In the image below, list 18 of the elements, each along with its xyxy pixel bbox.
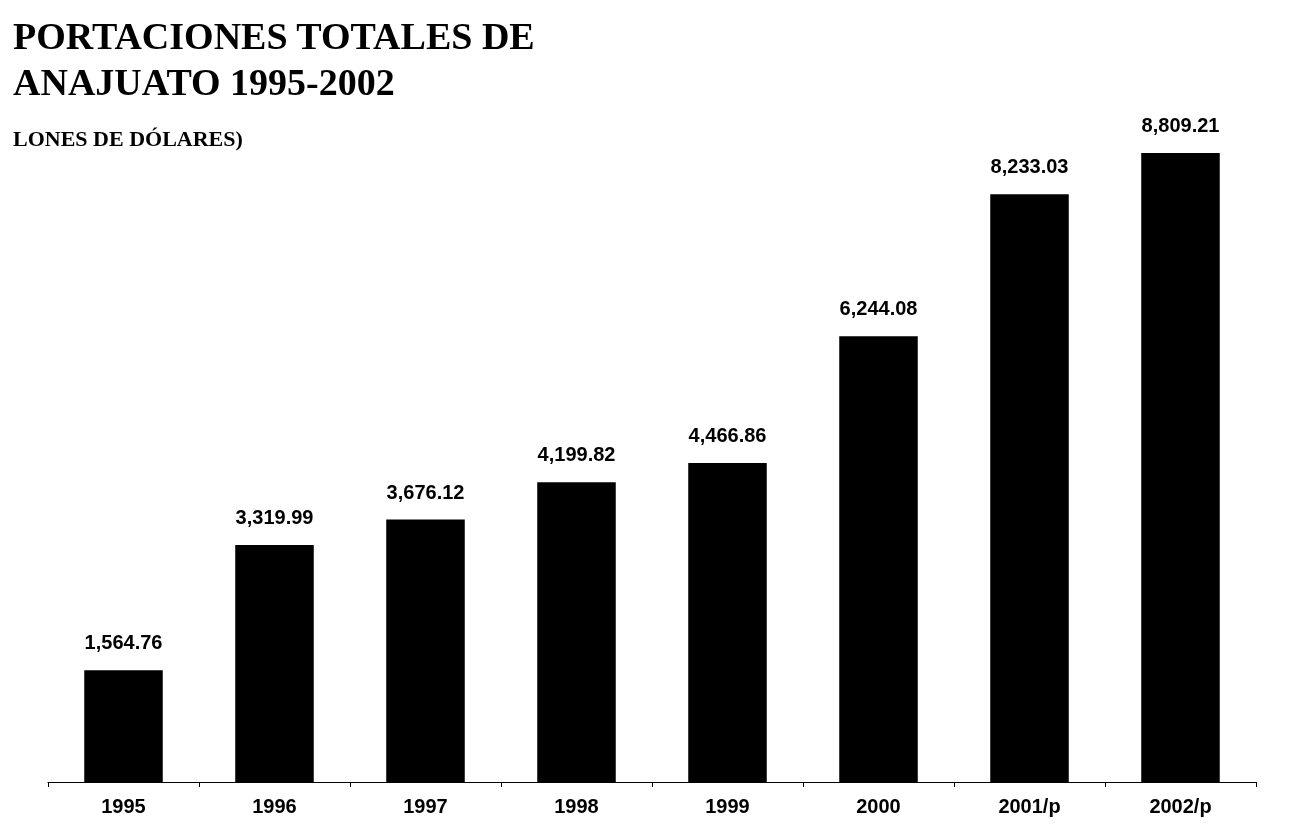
x-tick-label: 2000 [856,795,901,817]
data-label: 8,809.21 [1141,114,1220,137]
x-tick-label: 1998 [554,795,599,817]
data-label: 3,319.99 [235,505,314,528]
data-label: 4,466.86 [688,424,767,447]
x-tick-label: 2002/p [1149,795,1212,817]
data-label: 1,564.76 [84,631,163,654]
data-label: 3,676.12 [386,480,465,503]
x-tick-label: 2001/p [998,795,1061,817]
data-label: 4,199.82 [537,443,616,466]
data-label: 6,244.08 [839,297,918,320]
chart-subtitle: LONES DE DÓLARES) [13,125,243,151]
x-tick-label: 1997 [403,795,448,817]
chart-title: PORTACIONES TOTALES DE ANAJUATO 1995-2002 [13,15,535,103]
x-tick-label: 1999 [705,795,750,817]
x-tick-label: 1995 [101,795,146,817]
data-label: 8,233.03 [990,155,1069,178]
x-tick-label: 1996 [252,795,297,817]
